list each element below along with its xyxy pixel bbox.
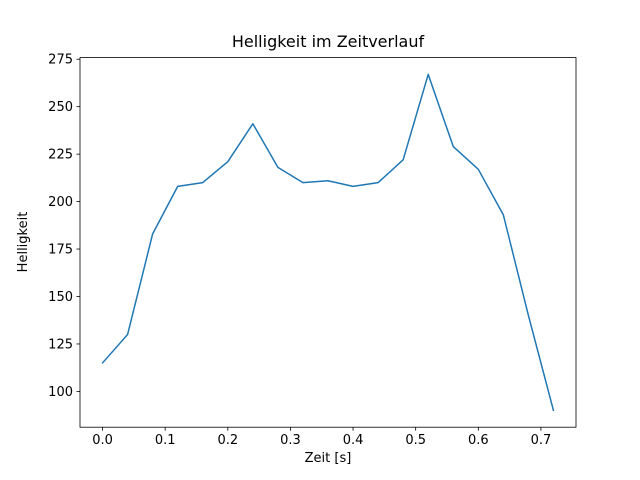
- x-tick-label: 0.7: [531, 433, 552, 448]
- chart-title: Helligkeit im Zeitverlauf: [232, 32, 425, 51]
- x-tick-label: 0.4: [343, 433, 364, 448]
- y-axis-label: Helligkeit: [16, 212, 31, 273]
- axes-spines: [79, 57, 577, 428]
- x-tick-label: 0.2: [217, 433, 238, 448]
- y-tick-label: 225: [48, 148, 73, 163]
- x-tick-label: 0.0: [92, 433, 113, 448]
- series-line: [101, 73, 555, 412]
- y-tick-label: 100: [48, 385, 73, 400]
- y-tick-label: 125: [48, 337, 73, 352]
- y-tick-label: 175: [48, 243, 73, 258]
- x-tick-label: 0.3: [280, 433, 301, 448]
- y-tick-label: 250: [48, 100, 73, 115]
- y-tick-label: 150: [48, 290, 73, 305]
- y-tick-label: 200: [48, 195, 73, 210]
- plot-area: 0.0 0.1 0.2 0.3 0.4 0.5 0.6 0.7 100 125 150 175 200 2…: [48, 53, 577, 448]
- x-tick-label: 0.1: [155, 433, 176, 448]
- x-tick-label: 0.6: [468, 433, 489, 448]
- x-tick-label: 0.5: [405, 433, 426, 448]
- x-axis-label: Zeit [s]: [305, 451, 352, 466]
- y-tick-label: 275: [48, 53, 73, 68]
